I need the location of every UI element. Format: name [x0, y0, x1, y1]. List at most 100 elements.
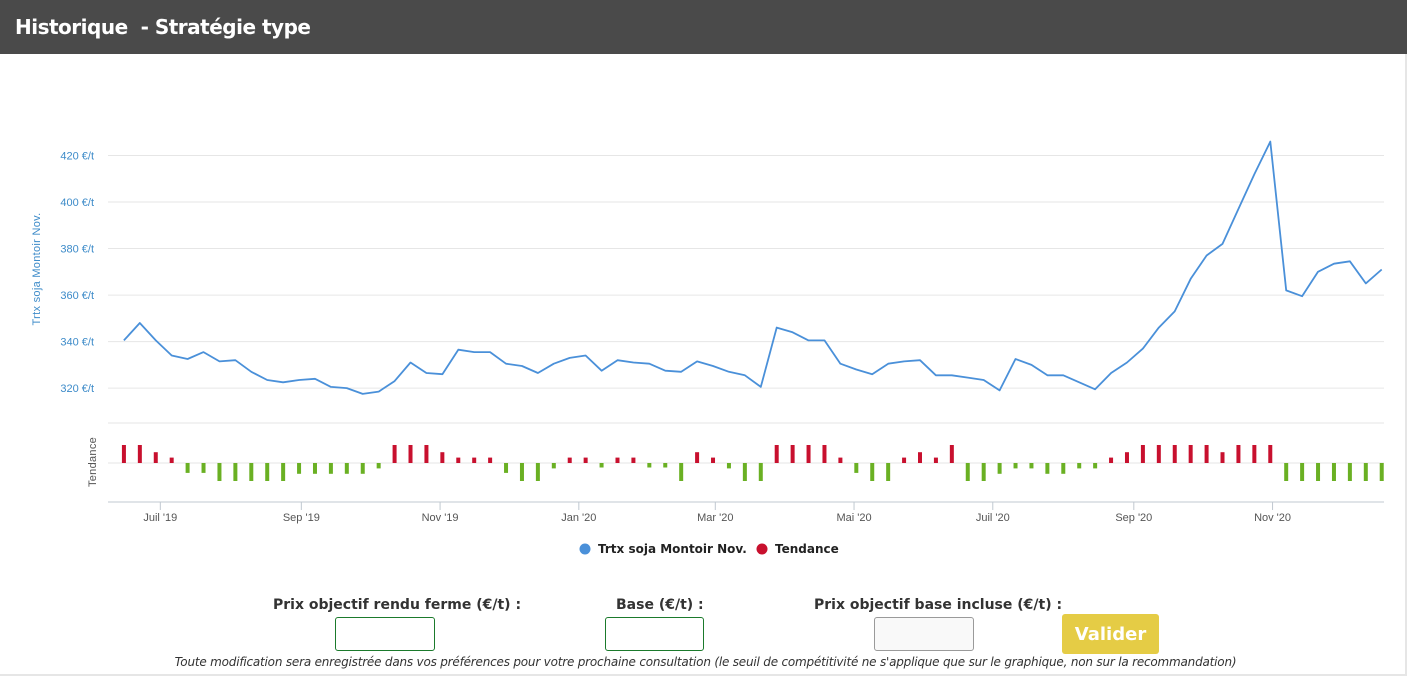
trend-bar — [1268, 445, 1273, 463]
base-input[interactable] — [605, 617, 704, 651]
panel-border-right — [1405, 54, 1407, 676]
trend-bar — [488, 457, 493, 463]
base-label: Base (€/t) : — [616, 597, 704, 613]
y-tick-label: 340 €/t — [60, 337, 94, 349]
trend-bar — [918, 452, 922, 463]
trend-bar — [1316, 463, 1321, 481]
trend-bar — [472, 457, 477, 463]
x-tick-label: Nov '19 — [422, 512, 459, 524]
valider-button[interactable]: Valider — [1062, 614, 1159, 654]
trend-bar — [599, 463, 604, 468]
y-tick-label: 360 €/t — [60, 290, 94, 302]
trend-bar — [153, 452, 158, 463]
y-axis-title: Trtx soja Montoir Nov. — [31, 213, 43, 326]
trend-bar — [169, 457, 174, 463]
page-title: Historique - Stratégie type — [15, 15, 311, 39]
x-tick-label: Sep '19 — [283, 512, 320, 524]
trend-bar — [774, 445, 779, 463]
trend-bar — [1093, 463, 1098, 469]
trend-bar — [567, 457, 572, 463]
legend-label: Tendance — [775, 542, 839, 556]
trend-bar — [790, 445, 795, 463]
trend-bar — [249, 463, 254, 481]
trend-bar — [631, 457, 636, 463]
trend-bar — [886, 463, 891, 481]
trend-bar — [806, 445, 811, 463]
trend-bar — [711, 457, 716, 463]
trend-bar — [965, 463, 970, 481]
trend-bar — [997, 463, 1002, 474]
trend-bar — [137, 445, 142, 463]
trend-bar — [1140, 445, 1145, 463]
trend-bar — [1363, 463, 1368, 481]
trend-bar — [726, 463, 731, 469]
trend-bar — [902, 457, 907, 463]
price-line — [123, 140, 1383, 395]
trend-bar — [344, 463, 349, 474]
trend-bar — [758, 463, 763, 481]
trend-bar — [679, 463, 684, 481]
trend-bar — [1236, 445, 1241, 463]
trend-bar — [1252, 445, 1257, 463]
trend-bar — [695, 452, 700, 463]
x-tick-label: Mar '20 — [697, 512, 733, 524]
trend-bar — [519, 463, 524, 481]
trend-bar — [949, 445, 954, 463]
preferences-note: Toute modification sera enregistrée dans… — [174, 655, 1237, 669]
trend-bar — [312, 463, 317, 474]
x-tick-label: Nov '20 — [1254, 512, 1291, 524]
trend-bar — [1013, 463, 1018, 469]
trend-bar — [1204, 445, 1209, 463]
trend-bar — [1188, 445, 1193, 463]
trend-bar — [1077, 463, 1082, 469]
trend-bar — [392, 445, 397, 463]
trend-bar — [376, 463, 381, 469]
trend-bar — [1029, 463, 1034, 469]
trend-bar — [551, 463, 556, 469]
prix-ferme-input[interactable] — [335, 617, 435, 651]
trend-bar — [1331, 463, 1336, 481]
legend-marker — [579, 543, 591, 555]
y-tick-label: 420 €/t — [60, 151, 94, 163]
trend-bar — [233, 463, 238, 481]
trend-bar — [121, 445, 126, 463]
y-tick-label: 400 €/t — [60, 197, 94, 209]
trend-bar — [742, 463, 747, 481]
trend-bar — [185, 463, 190, 473]
trend-bar — [281, 463, 286, 481]
trend-bar — [1045, 463, 1050, 474]
x-tick-label: Juil '20 — [976, 512, 1010, 524]
trend-axis-title: Tendance — [87, 437, 99, 487]
trend-bar — [615, 457, 620, 463]
trend-bar — [217, 463, 222, 481]
history-chart: 320 €/t 340 €/t 360 €/t 380 €/t 400 €/t 420 €… — [31, 140, 1384, 556]
y-tick-label: 320 €/t — [60, 383, 94, 395]
trend-bar — [1347, 463, 1352, 481]
trend-bar — [647, 463, 652, 468]
trend-bar — [1300, 463, 1305, 481]
x-tick-label: Juil '19 — [143, 512, 177, 524]
prix-ferme-label: Prix objectif rendu ferme (€/t) : — [273, 597, 522, 613]
trend-bar — [297, 463, 302, 474]
x-tick-label: Jan '20 — [561, 512, 596, 524]
legend-label: Trtx soja Montoir Nov. — [598, 542, 747, 556]
trend-bar — [1172, 445, 1177, 463]
trend-bar — [822, 445, 827, 463]
trend-bar — [1220, 452, 1225, 463]
trend-bar — [1284, 463, 1289, 481]
x-tick-label: Sep '20 — [1115, 512, 1152, 524]
trend-bar — [201, 463, 206, 473]
trend-bar — [504, 463, 509, 473]
trend-bar — [870, 463, 875, 481]
trend-bar — [456, 457, 461, 463]
x-tick-label: Mai '20 — [836, 512, 871, 524]
trend-bar — [1109, 457, 1114, 463]
trend-bar — [583, 457, 588, 463]
trend-bar — [933, 457, 938, 463]
trend-bar — [265, 463, 270, 481]
trend-bar — [535, 463, 540, 481]
trend-bar — [408, 445, 413, 463]
trend-bar — [360, 463, 365, 474]
trend-bar — [663, 463, 668, 468]
prix-base-label: Prix objectif base incluse (€/t) : — [814, 597, 1063, 613]
